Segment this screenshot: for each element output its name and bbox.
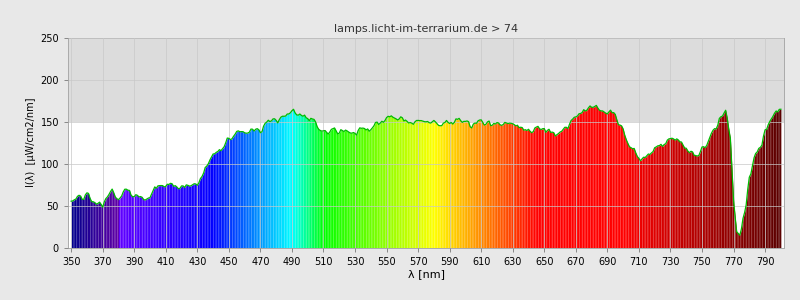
X-axis label: λ [nm]: λ [nm]: [407, 269, 445, 279]
Bar: [68, 38, 784, 122]
Y-axis label: I(λ)  [μW/cm2/nm]: I(λ) [μW/cm2/nm]: [26, 98, 36, 187]
Title: lamps.licht-im-terrarium.de > 74: lamps.licht-im-terrarium.de > 74: [334, 24, 518, 34]
